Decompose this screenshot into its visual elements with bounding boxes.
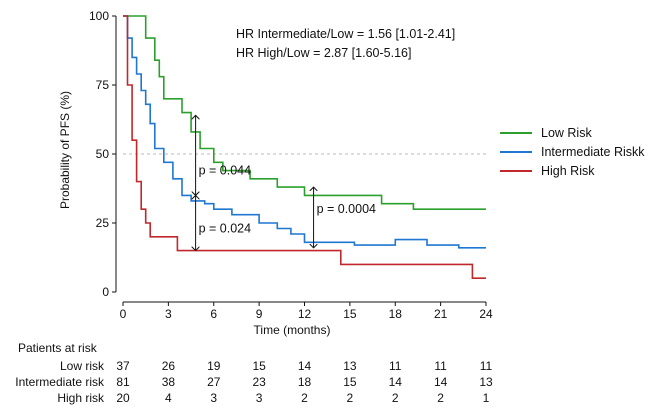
x-tick-label: 21 bbox=[434, 307, 448, 321]
annotations: HR Intermediate/Low = 1.56 [1.01-2.41] H… bbox=[196, 27, 455, 251]
x-tick-label: 6 bbox=[210, 307, 217, 321]
y-axis-label: Probability of PFS (%) bbox=[58, 91, 72, 209]
series-line-2 bbox=[123, 15, 486, 280]
risk-cell: 37 bbox=[116, 359, 130, 373]
risk-cell: 1 bbox=[483, 391, 490, 405]
risk-cell: 3 bbox=[256, 391, 263, 405]
legend-label-1: Intermediate Riskk bbox=[541, 145, 645, 159]
y-tick-label: 0 bbox=[102, 285, 109, 299]
legend-label-0: Low Risk bbox=[541, 126, 592, 140]
legend-label-2: High Risk bbox=[541, 164, 595, 178]
x-tick-label: 3 bbox=[165, 307, 172, 321]
x-tick-label: 24 bbox=[479, 307, 493, 321]
risk-row-label: High risk bbox=[57, 391, 105, 405]
risk-cell: 27 bbox=[207, 375, 221, 389]
risk-cell: 14 bbox=[434, 375, 448, 389]
risk-table-title: Patients at risk bbox=[18, 341, 98, 355]
x-tick-label: 15 bbox=[343, 307, 357, 321]
risk-cell: 81 bbox=[116, 375, 130, 389]
plot-area: 0 25 50 75 100 0 3 6 9 12 15 18 21 24 bbox=[89, 9, 493, 321]
risk-cell: 18 bbox=[298, 375, 312, 389]
y-tick-label: 25 bbox=[96, 216, 110, 230]
risk-cell: 14 bbox=[298, 359, 312, 373]
risk-cell: 2 bbox=[392, 391, 399, 405]
risk-cell: 4 bbox=[165, 391, 172, 405]
risk-cell: 14 bbox=[389, 375, 403, 389]
y-tick-label: 75 bbox=[96, 78, 110, 92]
risk-cell: 11 bbox=[480, 359, 493, 373]
risk-cell: 11 bbox=[434, 359, 447, 373]
x-tick-label: 9 bbox=[256, 307, 263, 321]
legend: Low Risk Intermediate Riskk High Risk bbox=[500, 126, 645, 178]
risk-cell: 19 bbox=[207, 359, 221, 373]
risk-row-label: Low risk bbox=[60, 359, 105, 373]
risk-cell: 2 bbox=[301, 391, 308, 405]
risk-cell: 3 bbox=[210, 391, 217, 405]
x-tick-label: 0 bbox=[120, 307, 127, 321]
risk-cell: 13 bbox=[343, 359, 357, 373]
x-tick-label: 12 bbox=[298, 307, 312, 321]
p-value-label: p = 0.0004 bbox=[317, 202, 376, 216]
p-value-label: p = 0.024 bbox=[199, 222, 252, 236]
series-line-0 bbox=[123, 15, 486, 210]
y-tick-label: 50 bbox=[96, 147, 110, 161]
risk-cell: 38 bbox=[162, 375, 176, 389]
risk-cell: 23 bbox=[252, 375, 266, 389]
risk-table: Patients at risk Low risk 37 26 19 15 14 13 11 1… bbox=[15, 341, 493, 405]
risk-cell: 2 bbox=[437, 391, 444, 405]
hr-high-low: HR High/Low = 2.87 [1.60-5.16] bbox=[236, 46, 411, 60]
hr-intermediate-low: HR Intermediate/Low = 1.56 [1.01-2.41] bbox=[236, 27, 455, 41]
risk-cell: 13 bbox=[479, 375, 493, 389]
p-value-label: p = 0.044 bbox=[199, 164, 252, 178]
risk-cell: 2 bbox=[347, 391, 354, 405]
risk-row-label: Intermediate risk bbox=[15, 375, 105, 389]
y-tick-label: 100 bbox=[89, 9, 109, 23]
risk-cell: 26 bbox=[162, 359, 176, 373]
risk-cell: 15 bbox=[343, 375, 357, 389]
x-axis-label: Time (months) bbox=[254, 323, 331, 337]
risk-cell: 20 bbox=[116, 391, 130, 405]
risk-cell: 15 bbox=[252, 359, 266, 373]
risk-cell: 11 bbox=[389, 359, 402, 373]
x-tick-label: 18 bbox=[389, 307, 403, 321]
